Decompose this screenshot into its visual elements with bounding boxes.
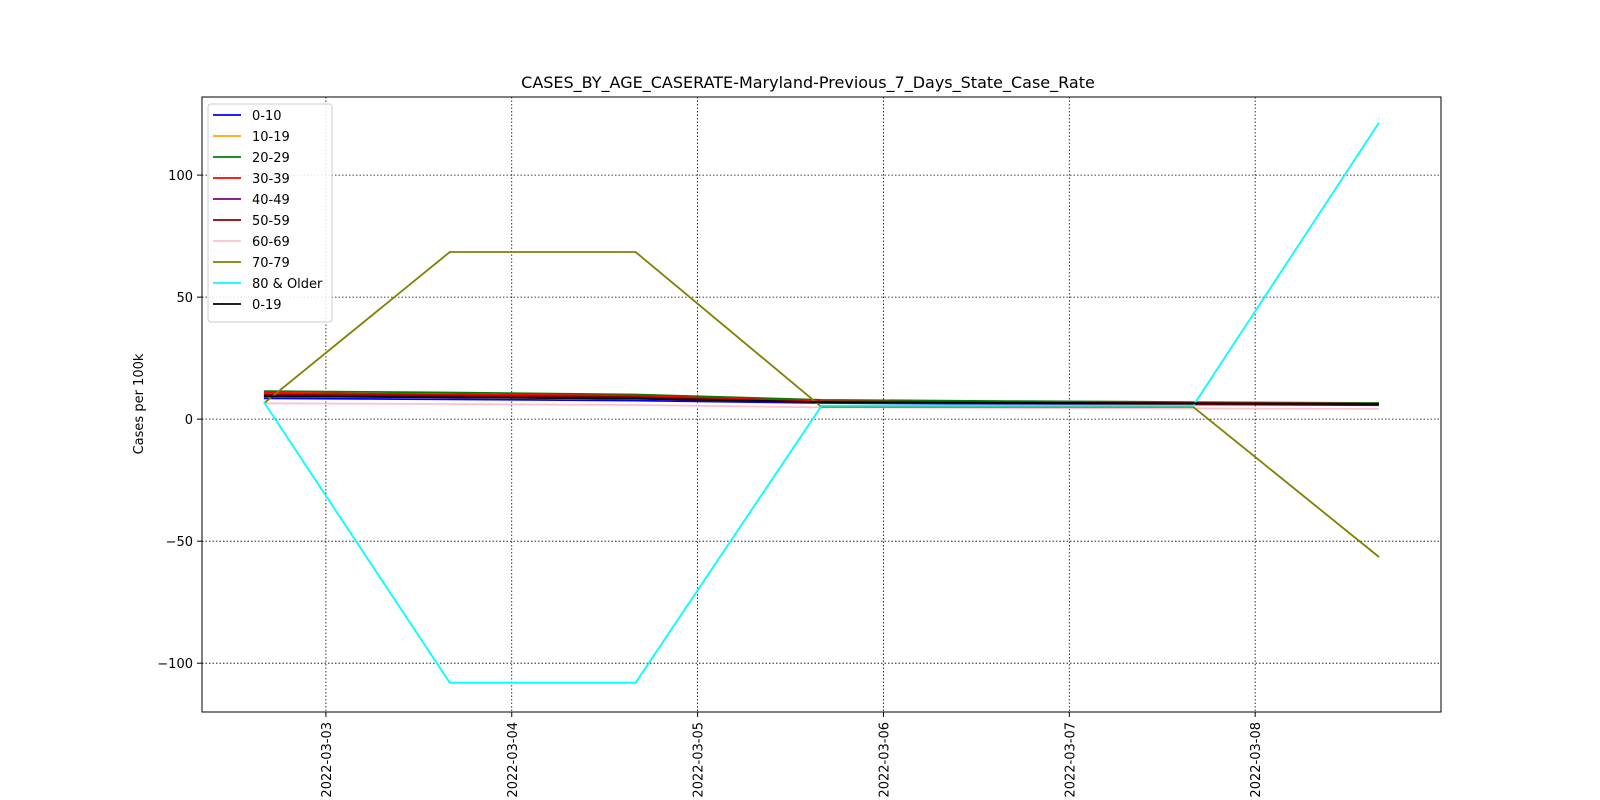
y-tick-label: 50 [176,291,193,306]
legend-label: 0-19 [252,298,282,313]
legend-label: 70-79 [252,256,290,271]
y-tick-label: −50 [166,535,193,550]
y-tick-label: 100 [168,169,193,184]
chart-title: CASES_BY_AGE_CASERATE-Maryland-Previous_… [521,73,1095,93]
legend-label: 50-59 [252,214,290,229]
x-tick-label: 2022-03-05 [692,722,707,798]
series-line-80-older [263,122,1380,684]
legend-label: 30-39 [252,172,290,187]
legend-label: 40-49 [252,193,290,208]
y-tick-label: 0 [185,413,193,428]
x-tick-label: 2022-03-03 [320,722,335,798]
x-tick-label: 2022-03-08 [1249,722,1264,798]
legend-label: 10-19 [252,130,290,145]
y-tick-label: −100 [157,657,193,672]
y-axis-label: Cases per 100k [132,353,147,454]
legend-label: 60-69 [252,235,290,250]
series-lines [263,122,1380,684]
axis-ticks: 2022-03-03 2022-03-04 2022-03-05 2022-03-06… [157,169,1264,797]
series-line-0-19 [263,395,1380,405]
legend-box [207,103,333,323]
x-tick-label: 2022-03-04 [506,722,521,798]
legend-label: 20-29 [252,151,290,166]
x-tick-label: 2022-03-06 [877,722,892,798]
x-tick-label: 2022-03-07 [1063,722,1078,798]
grid-lines [202,97,1441,712]
legend-label: 80 & Older [252,277,323,292]
legend-label: 0-10 [252,109,282,124]
legend: 0-10 10-19 20-29 30-39 40-49 50-59 60-69 70-79 8… [207,103,333,323]
plot-area-frame [201,96,1442,713]
